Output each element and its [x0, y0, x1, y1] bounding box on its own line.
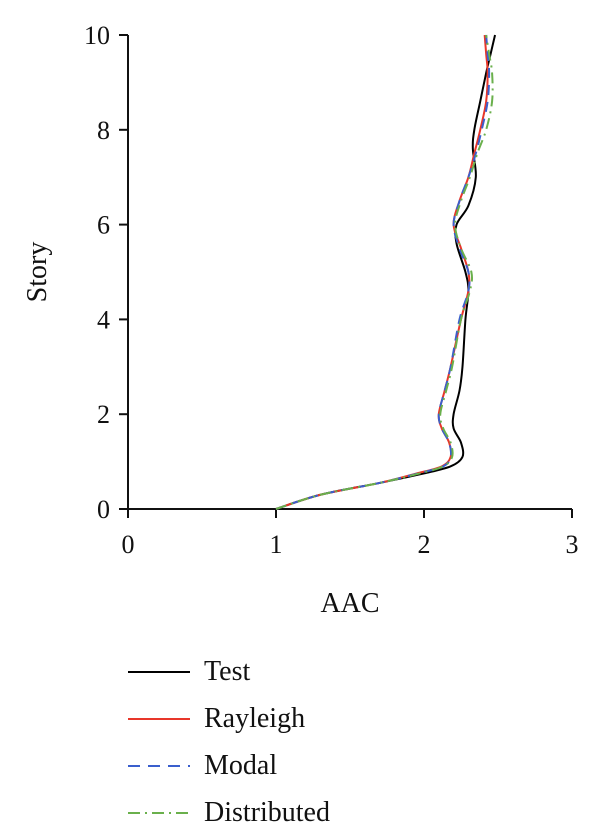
- chart: 0 1 2 3 0 2 4 6 8 10 AAC Story: [22, 21, 579, 619]
- y-tick-label: 2: [97, 400, 110, 429]
- y-tick-label: 8: [97, 116, 110, 145]
- y-tick-label: 0: [97, 495, 110, 524]
- y-tick-label: 6: [97, 211, 110, 240]
- legend: Test Rayleigh Modal Distributed: [128, 648, 330, 836]
- legend-swatch-distributed: [128, 811, 190, 814]
- x-axis-title: AAC: [320, 588, 379, 619]
- series-line-rayleigh: [275, 34, 489, 510]
- legend-label-test: Test: [204, 655, 251, 687]
- legend-label-rayleigh: Rayleigh: [204, 702, 306, 734]
- series-layer: [275, 34, 497, 510]
- x-tick-label: 2: [418, 530, 431, 559]
- series-line-modal: [275, 34, 491, 510]
- x-ticks: 0 1 2 3: [122, 509, 579, 559]
- y-tick-label: 10: [84, 21, 110, 50]
- plot-area: [127, 35, 572, 510]
- x-tick-label: 1: [270, 530, 283, 559]
- legend-swatch-rayleigh: [128, 717, 190, 720]
- legend-swatch-test: [128, 670, 190, 673]
- legend-item-test: Test: [128, 648, 330, 695]
- x-tick-label: 3: [566, 530, 579, 559]
- legend-item-distributed: Distributed: [128, 789, 330, 836]
- legend-item-modal: Modal: [128, 742, 330, 789]
- y-axis-title: Story: [22, 242, 53, 303]
- legend-label-distributed: Distributed: [204, 796, 330, 828]
- series-line-distributed: [275, 34, 494, 510]
- legend-label-modal: Modal: [204, 749, 278, 781]
- y-ticks: 0 2 4 6 8 10: [84, 21, 128, 524]
- legend-swatch-modal: [128, 764, 190, 767]
- y-tick-label: 4: [97, 305, 110, 334]
- legend-item-rayleigh: Rayleigh: [128, 695, 330, 742]
- series-line-test: [275, 34, 497, 510]
- x-tick-label: 0: [122, 530, 135, 559]
